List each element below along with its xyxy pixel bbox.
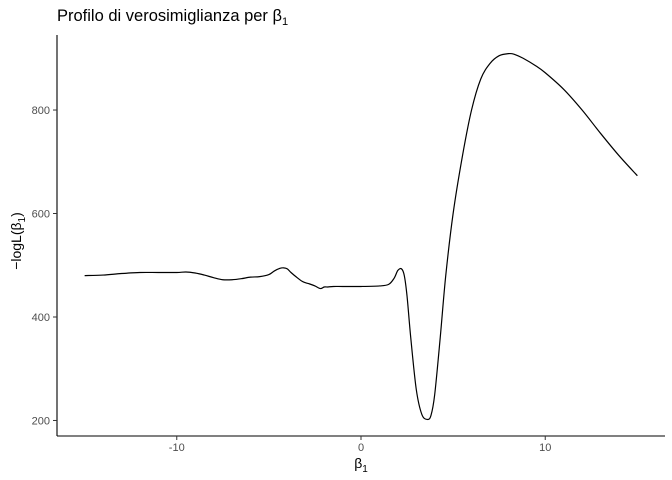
x-axis-title: β1 <box>354 455 368 475</box>
chart-title-subscript: 1 <box>282 16 288 28</box>
x-axis-title-subscript: 1 <box>362 464 368 475</box>
x-tick-label: 10 <box>539 442 551 454</box>
chart-title-text: Profilo di verosimiglianza per β <box>57 7 282 25</box>
series-line-1 <box>84 52 638 421</box>
x-tick-label: 0 <box>358 442 364 454</box>
plot-area <box>84 52 638 421</box>
y-axis-title-subscript: 1 <box>17 216 28 222</box>
y-tick-label: 600 <box>32 209 50 221</box>
y-tick-label: 400 <box>32 312 50 324</box>
y-tick-label: 800 <box>32 105 50 117</box>
chart-title: Profilo di verosimiglianza per β1 <box>57 7 288 28</box>
x-tick-label: -10 <box>169 442 185 454</box>
y-axis-title-text: −logL(β <box>8 222 24 269</box>
y-tick-label: 200 <box>32 415 50 427</box>
y-ticks: 200 400 600 800 <box>32 105 57 427</box>
x-axis-title-text: β <box>354 455 362 471</box>
x-ticks: -10 0 10 <box>169 436 551 454</box>
y-axis-title-suffix: ) <box>8 212 24 217</box>
y-axis-title: −logL(β1) <box>8 212 28 270</box>
